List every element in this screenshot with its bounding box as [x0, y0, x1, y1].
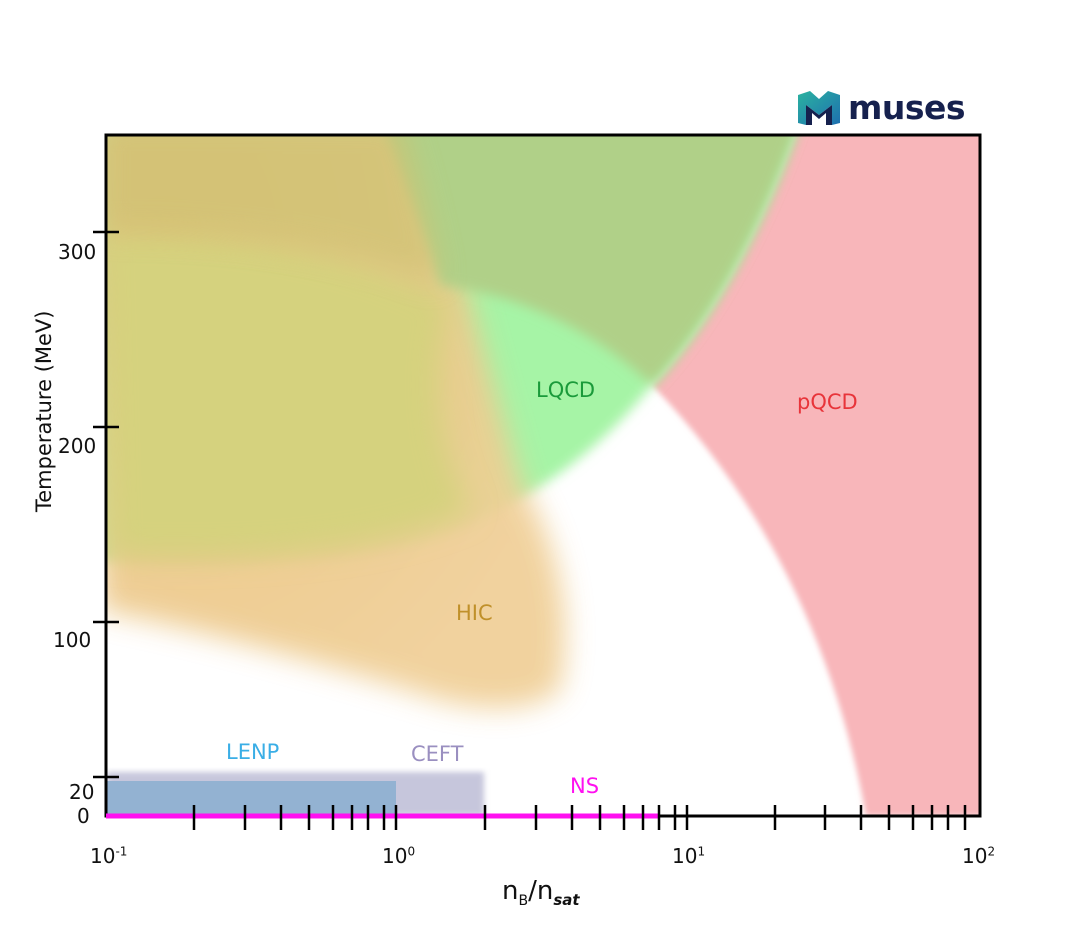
muses-m-logo-icon [798, 90, 840, 125]
label-ns: NS [570, 774, 600, 798]
y-tick-label-200: 200 [58, 434, 97, 458]
x-tick-label-10: 101 [672, 844, 706, 868]
y-tick-label-300: 300 [58, 240, 97, 264]
region-lenp [107, 781, 396, 816]
x-tick-label-0.1: 10-1 [90, 844, 128, 868]
x-axis-title: nB/nsat [502, 876, 580, 910]
logo-text: muses [848, 88, 966, 127]
y-axis-title: Temperature (MeV) [32, 310, 56, 513]
region-lqcd-hic-overlap [107, 231, 470, 557]
region-upper-band [107, 136, 795, 385]
x-tick-label-100: 102 [962, 844, 996, 868]
muses-logo: muses [796, 88, 966, 127]
y-tick-label-0: 0 [77, 804, 90, 828]
region-pqcd [652, 136, 979, 816]
label-lenp: LENP [226, 740, 280, 764]
y-tick-label-20: 20 [69, 780, 95, 804]
label-hic: HIC [456, 601, 493, 625]
y-axis-ticks [93, 230, 119, 779]
x-axis-ticks [192, 805, 967, 830]
x-tick-label-1: 100 [382, 844, 416, 868]
label-lqcd: LQCD [536, 378, 596, 402]
label-ceft: CEFT [411, 742, 464, 766]
y-tick-label-100: 100 [53, 628, 92, 652]
label-pqcd: pQCD [797, 390, 858, 414]
